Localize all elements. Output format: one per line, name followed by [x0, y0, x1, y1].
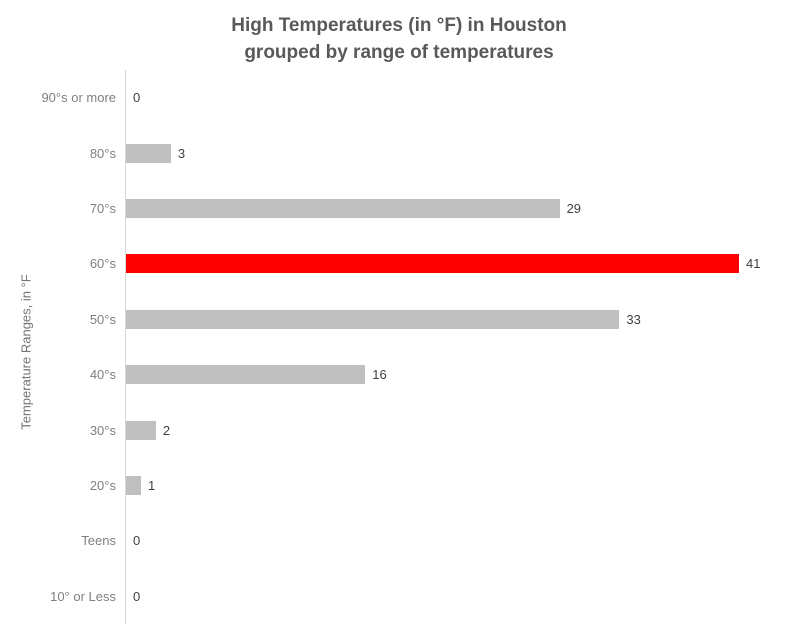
value-label: 0	[133, 533, 141, 549]
value-label: 2	[162, 422, 171, 438]
bar-track: 29	[125, 180, 798, 237]
bar	[126, 475, 141, 495]
bar-row: 10° or Less 0	[0, 568, 798, 624]
value-label: 1	[147, 477, 156, 493]
value-label: 41	[746, 256, 761, 272]
category-label: 30°s	[89, 422, 116, 438]
bar	[126, 254, 739, 274]
bar	[126, 198, 560, 218]
bar	[126, 420, 156, 440]
bar-track: 16	[125, 346, 798, 403]
bar-row: 70°s 29	[0, 180, 798, 237]
bar-track: 1	[125, 457, 798, 514]
bar-track: 0	[125, 568, 798, 624]
chart-title-line-1: High Temperatures (in °F) in Houston	[231, 15, 567, 36]
bar-track: 2	[125, 402, 798, 458]
category-label: 40°s	[89, 367, 116, 383]
bar-track: 41	[125, 236, 798, 292]
chart-title: High Temperatures (in °F) in Houston gro…	[0, 12, 798, 66]
bar-track: 0	[125, 70, 798, 126]
bar-row: 80°s 3	[0, 125, 798, 181]
bar-row: 40°s 16	[0, 346, 798, 403]
category-label: 70°s	[89, 200, 116, 216]
bar-row: 60°s 41	[0, 236, 798, 292]
category-label: 10° or Less	[50, 588, 116, 604]
category-label: 90°s or more	[41, 90, 116, 106]
value-label: 3	[177, 145, 186, 161]
bar	[126, 143, 171, 163]
bar-track: 0	[125, 513, 798, 569]
bar	[126, 365, 366, 385]
bar-row: 30°s 2	[0, 402, 798, 458]
bar-row: Teens 0	[0, 513, 798, 569]
plot-area: 90°s or more 0 80°s 3 70°s 29 60°s 41 50°s 33 40°s…	[0, 70, 798, 624]
bar-track: 33	[125, 291, 798, 347]
category-label: 60°s	[89, 256, 116, 272]
chart-title-line-2: grouped by range of temperatures	[244, 42, 554, 63]
category-label: 80°s	[89, 145, 116, 161]
category-label: 50°s	[89, 311, 116, 327]
value-label: 0	[133, 90, 141, 106]
bar	[126, 309, 620, 329]
bar-row: 90°s or more 0	[0, 70, 798, 126]
bar-track: 3	[125, 125, 798, 181]
category-label: 20°s	[89, 477, 116, 493]
value-label: 16	[372, 367, 387, 383]
value-label: 29	[566, 200, 582, 216]
bar-row: 20°s 1	[0, 457, 798, 514]
bar-row: 50°s 33	[0, 291, 798, 347]
category-label: Teens	[81, 533, 116, 549]
value-label: 0	[133, 588, 141, 604]
value-label: 33	[626, 311, 641, 327]
